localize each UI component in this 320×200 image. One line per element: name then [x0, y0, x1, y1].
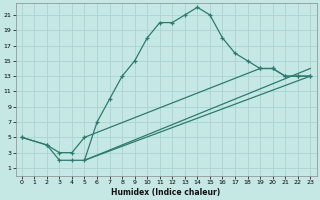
X-axis label: Humidex (Indice chaleur): Humidex (Indice chaleur) [111, 188, 221, 197]
